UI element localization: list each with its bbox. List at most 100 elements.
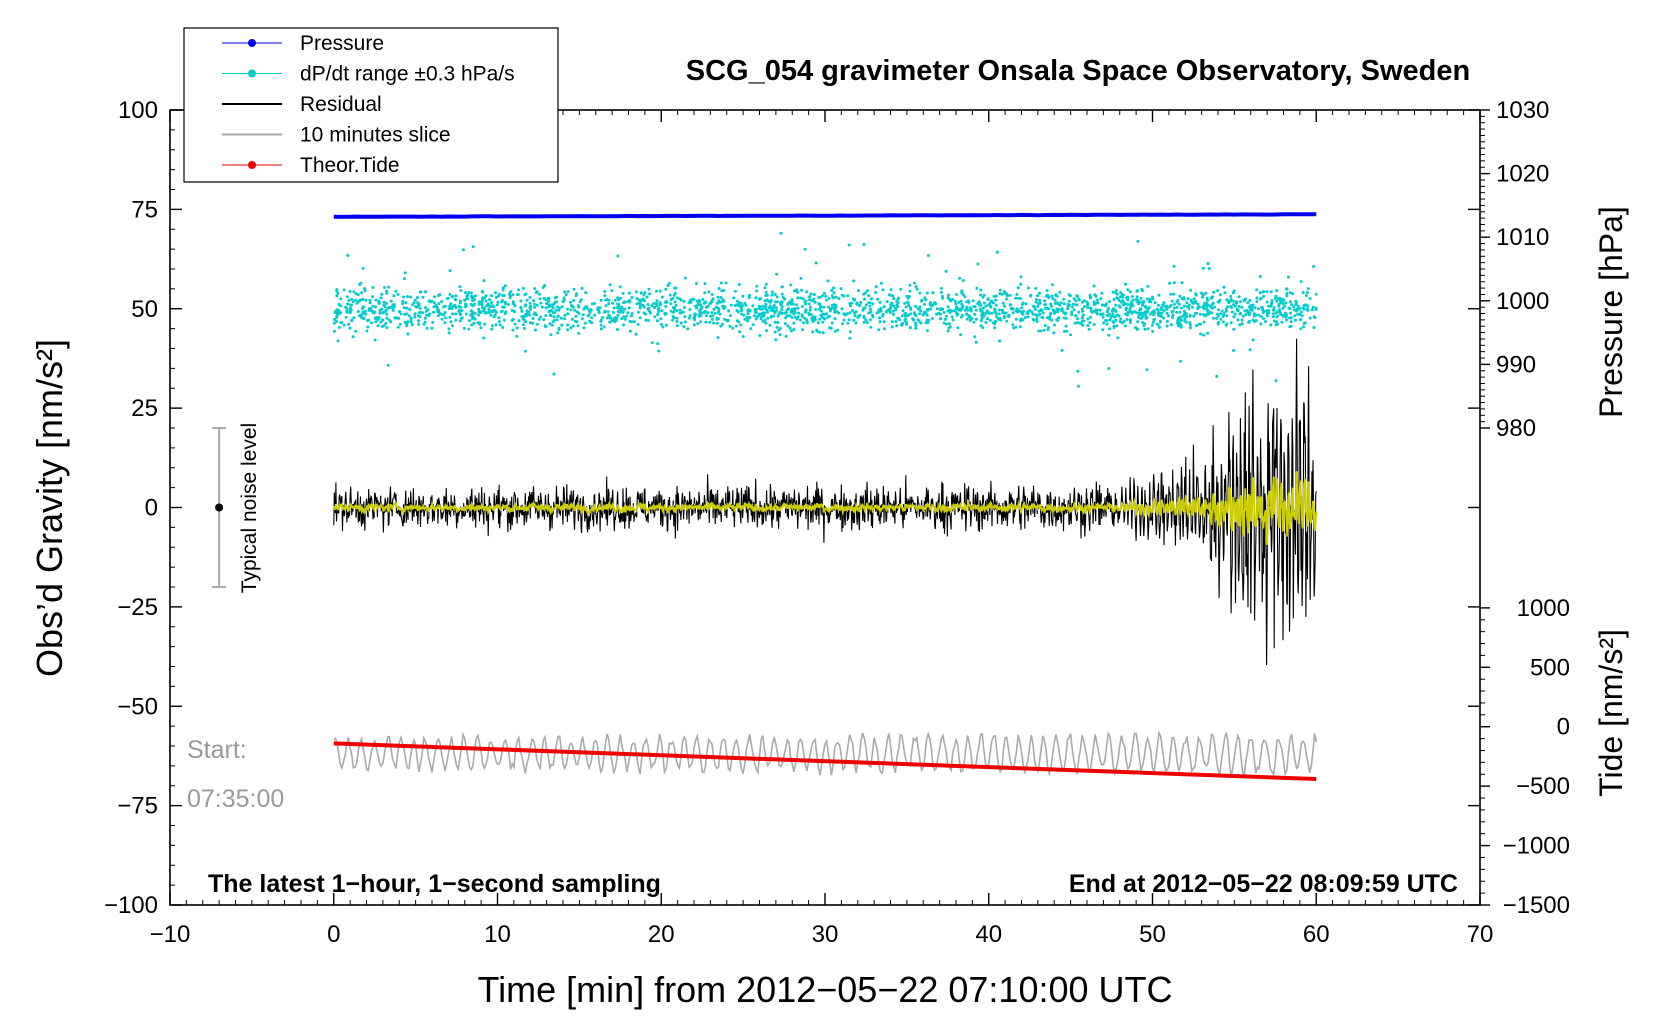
- dpdt-point: [797, 311, 801, 315]
- dpdt-point: [480, 301, 484, 305]
- dpdt-point: [627, 291, 631, 295]
- dpdt-point: [773, 330, 777, 334]
- dpdt-point: [1160, 311, 1164, 315]
- y-tick-label: −100: [104, 892, 158, 919]
- dpdt-point: [418, 310, 422, 314]
- dpdt-point: [1189, 288, 1193, 292]
- dpdt-point: [1074, 314, 1078, 318]
- tide-tick-label: −1500: [1503, 892, 1570, 919]
- dpdt-point: [1172, 281, 1176, 285]
- dpdt-point: [811, 330, 815, 334]
- dpdt-point: [1298, 306, 1302, 310]
- dpdt-point: [502, 305, 506, 309]
- dpdt-point: [991, 321, 995, 325]
- dpdt-point: [579, 298, 583, 302]
- dpdt-point: [658, 301, 662, 305]
- dpdt-point: [909, 326, 912, 330]
- dpdt-point: [1077, 298, 1081, 302]
- dpdt-point: [1226, 305, 1230, 309]
- dpdt-point: [751, 323, 755, 327]
- dpdt-point: [477, 307, 481, 311]
- dpdt-point: [1242, 298, 1246, 302]
- dpdt-point: [425, 326, 429, 330]
- dpdt-point: [673, 308, 677, 312]
- dpdt-point: [403, 320, 407, 324]
- dpdt-point: [1288, 300, 1292, 304]
- dpdt-point: [940, 294, 944, 298]
- dpdt-point: [837, 311, 841, 315]
- dpdt-point: [1071, 302, 1075, 306]
- dpdt-point: [1014, 325, 1018, 329]
- dpdt-point: [348, 311, 352, 315]
- dpdt-point: [831, 296, 835, 300]
- dpdt-point: [918, 312, 922, 316]
- dpdt-point: [959, 315, 963, 319]
- dpdt-point: [609, 316, 613, 320]
- dpdt-point: [783, 311, 787, 315]
- dpdt-point: [622, 323, 625, 327]
- dpdt-point: [392, 294, 396, 298]
- dpdt-point: [1262, 294, 1265, 298]
- dpdt-point: [842, 318, 846, 322]
- dpdt-point: [974, 340, 978, 344]
- dpdt-point: [642, 293, 646, 297]
- dpdt-point: [784, 334, 788, 338]
- dpdt-point: [675, 316, 679, 320]
- dpdt-point: [744, 303, 748, 307]
- dpdt-point: [1111, 320, 1115, 324]
- dpdt-point: [1202, 313, 1206, 316]
- dpdt-point: [1019, 275, 1023, 279]
- dpdt-point: [1306, 287, 1310, 291]
- dpdt-point: [701, 311, 705, 315]
- dpdt-point: [925, 308, 929, 312]
- dpdt-point: [332, 329, 336, 333]
- dpdt-point: [979, 324, 983, 328]
- dpdt-point: [768, 323, 772, 327]
- dpdt-point: [1046, 316, 1049, 320]
- dpdt-point: [815, 328, 819, 332]
- dpdt-point: [528, 313, 531, 317]
- dpdt-point: [944, 322, 948, 326]
- dpdt-point: [1239, 311, 1242, 315]
- dpdt-point: [1201, 266, 1205, 270]
- dpdt-point: [491, 309, 495, 313]
- tide-tick-label: 0: [1557, 714, 1570, 741]
- dpdt-point: [828, 309, 832, 313]
- dpdt-point: [1255, 300, 1259, 303]
- dpdt-point: [646, 303, 650, 306]
- dpdt-point: [525, 298, 529, 302]
- dpdt-point: [925, 318, 929, 322]
- dpdt-point: [666, 284, 670, 288]
- dpdt-point: [1269, 303, 1273, 307]
- dpdt-point: [471, 299, 474, 303]
- dpdt-point: [498, 323, 502, 327]
- dpdt-point: [577, 305, 581, 309]
- dpdt-point: [814, 261, 818, 265]
- dpdt-point: [721, 322, 724, 326]
- dpdt-point: [642, 311, 646, 315]
- dpdt-point: [762, 314, 766, 318]
- dpdt-point: [1177, 324, 1181, 328]
- dpdt-point: [808, 305, 812, 309]
- dpdt-point: [1170, 299, 1174, 303]
- dpdt-point: [610, 289, 614, 293]
- dpdt-point: [1310, 308, 1314, 312]
- dpdt-point: [1028, 309, 1032, 312]
- dpdt-point: [780, 308, 784, 312]
- dpdt-point: [985, 311, 988, 315]
- dpdt-point: [1156, 303, 1160, 307]
- dpdt-point: [868, 301, 872, 305]
- dpdt-point: [699, 314, 703, 318]
- dpdt-point: [641, 298, 645, 302]
- dpdt-point: [674, 286, 678, 290]
- dpdt-point: [968, 319, 972, 322]
- dpdt-point: [710, 311, 714, 315]
- dpdt-point: [588, 311, 592, 315]
- dpdt-point: [705, 305, 708, 309]
- dpdt-point: [703, 309, 707, 313]
- dpdt-point: [775, 295, 779, 299]
- dpdt-point: [888, 311, 892, 315]
- dpdt-point: [522, 326, 526, 330]
- dpdt-point: [1276, 314, 1279, 318]
- dpdt-point: [1083, 305, 1087, 308]
